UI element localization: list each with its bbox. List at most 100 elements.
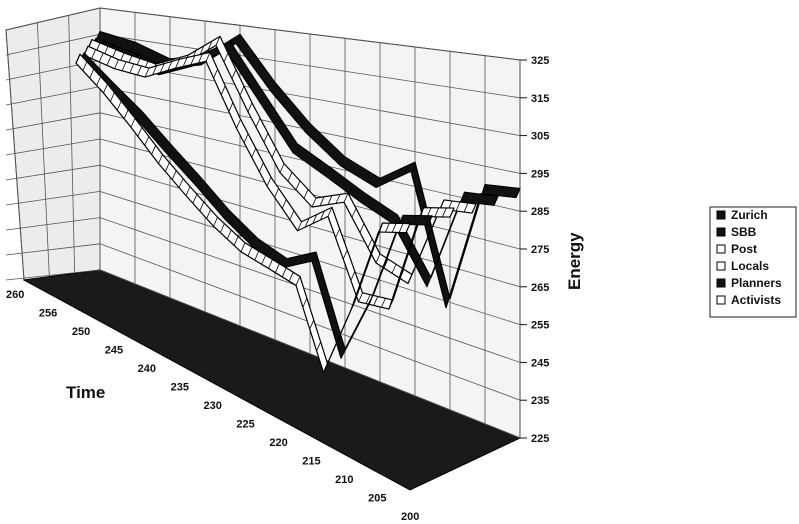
ribbon-hatch — [364, 261, 370, 272]
ribbon-hatch — [121, 61, 127, 71]
ribbon-hatch — [279, 163, 285, 173]
ribbon-hatch — [388, 299, 394, 310]
ribbon-hatch — [266, 177, 272, 187]
ribbon-hatch — [407, 274, 413, 284]
ribbon-hatch — [423, 237, 429, 247]
ribbon-hatch — [396, 276, 401, 287]
ribbon-hatch — [144, 67, 150, 78]
ribbon-hatch — [91, 49, 96, 59]
gridline-y-left — [5, 138, 101, 156]
ribbon-hatch — [391, 223, 397, 233]
ribbon-hatch — [371, 242, 376, 252]
ribbon-hatch — [158, 154, 163, 164]
ribbon-hatch — [199, 201, 205, 212]
y-tick-label: 315 — [531, 93, 549, 105]
ribbon-hatch — [415, 255, 421, 266]
ribbon-hatch — [411, 230, 417, 240]
legend-label-zurich: Zurich — [731, 208, 768, 222]
ribbon-hatch — [82, 61, 88, 71]
x-tick-label: 260 — [6, 289, 24, 301]
gridline-y-left — [5, 164, 101, 181]
ribbon-hatch — [442, 207, 447, 218]
series-ribbon-activists — [75, 53, 411, 374]
ribbon-hatch — [233, 236, 239, 246]
ribbon-hatch — [213, 217, 218, 227]
ribbon-hatch — [255, 117, 261, 128]
gridline-left — [5, 29, 25, 281]
ribbon-hatch — [106, 56, 112, 66]
legend-swatch-post — [716, 244, 726, 254]
legend-swatch-activists — [716, 295, 726, 305]
x-tick-label: 235 — [171, 382, 189, 394]
ribbon-hatch — [288, 272, 294, 282]
ribbon-hatch — [152, 65, 157, 75]
gridline-y-left — [5, 112, 101, 131]
x-axis-title: Time — [66, 383, 105, 402]
x-tick-label: 210 — [335, 474, 353, 486]
ribbon-hatch — [358, 292, 363, 302]
ribbon-hatch — [251, 148, 257, 158]
ribbon-hatch — [378, 222, 383, 233]
y-tick-label: 285 — [531, 206, 549, 218]
ribbon-hatch — [350, 271, 356, 281]
ribbon-hatch — [175, 59, 180, 69]
ribbon-hatch — [178, 178, 184, 188]
left-wall — [5, 7, 101, 281]
gridline-y-left — [5, 191, 101, 206]
y-tick-label: 235 — [531, 395, 549, 407]
y-axis-ticks: 325 315 305 295 285 275 265 255 245 235 225 — [520, 55, 549, 445]
ribbon-hatch — [320, 210, 325, 221]
ribbon-hatch — [215, 36, 221, 46]
ribbon-hatch — [323, 363, 328, 373]
ribbon-hatch — [302, 298, 308, 308]
legend-label-post: Post — [731, 242, 757, 256]
ribbon-hatch — [137, 127, 143, 137]
ribbon-hatch — [309, 319, 315, 330]
ribbon-hatch — [207, 40, 213, 51]
ribbon-hatch — [343, 193, 349, 203]
ribbon-hatch — [381, 298, 386, 308]
ribbon-hatch — [398, 223, 404, 233]
ribbon-hatch — [89, 68, 95, 79]
gridline-y-left — [5, 217, 101, 231]
x-axis-ticks: 260 256 250 245 240 235 230 225 220 215 210 205 200 — [6, 289, 419, 523]
ribbon-hatch — [365, 294, 371, 304]
ribbon-hatch — [357, 281, 363, 291]
ribbon-hatch — [198, 53, 203, 64]
ribbon-hatch — [327, 195, 333, 205]
ribbon-hatch — [123, 109, 129, 119]
ribbon-hatch — [192, 194, 198, 204]
ribbon-hatch — [336, 332, 342, 342]
ribbon-hatch — [130, 118, 136, 128]
x-tick-label: 205 — [368, 493, 386, 505]
ribbon-hatch — [403, 253, 409, 264]
ribbon-hatch — [303, 189, 309, 199]
ribbon-hatch — [271, 148, 277, 158]
x-tick-label: 256 — [39, 308, 57, 320]
legend-swatch-locals — [716, 261, 726, 271]
ribbon-hatch — [167, 61, 173, 71]
y-tick-label: 275 — [531, 244, 549, 256]
y-tick-label: 265 — [531, 282, 549, 294]
gridline-left — [36, 22, 50, 277]
ribbon-hatch — [213, 68, 218, 79]
legend-label-locals: Locals — [731, 259, 769, 273]
ribbon-hatch — [220, 85, 226, 95]
ribbon-hatch — [375, 253, 381, 264]
y-axis-title: Energy — [565, 232, 584, 290]
ribbon-hatch — [335, 228, 340, 238]
ribbon-hatch — [431, 218, 437, 228]
y-tick-label: 255 — [531, 320, 549, 332]
ribbon-hatch — [304, 217, 310, 228]
ribbon-hatch — [226, 229, 232, 240]
ribbon-hatch — [171, 170, 177, 180]
ribbon-hatch — [295, 276, 301, 286]
ribbon-hatch — [316, 341, 321, 352]
ribbon-hatch — [182, 57, 188, 67]
ribbon-hatch — [274, 188, 279, 198]
ribbon-hatch — [297, 221, 302, 231]
ribbon-hatch — [289, 210, 295, 220]
series-ribbons — [75, 30, 521, 374]
ribbon-hatch — [220, 223, 225, 233]
